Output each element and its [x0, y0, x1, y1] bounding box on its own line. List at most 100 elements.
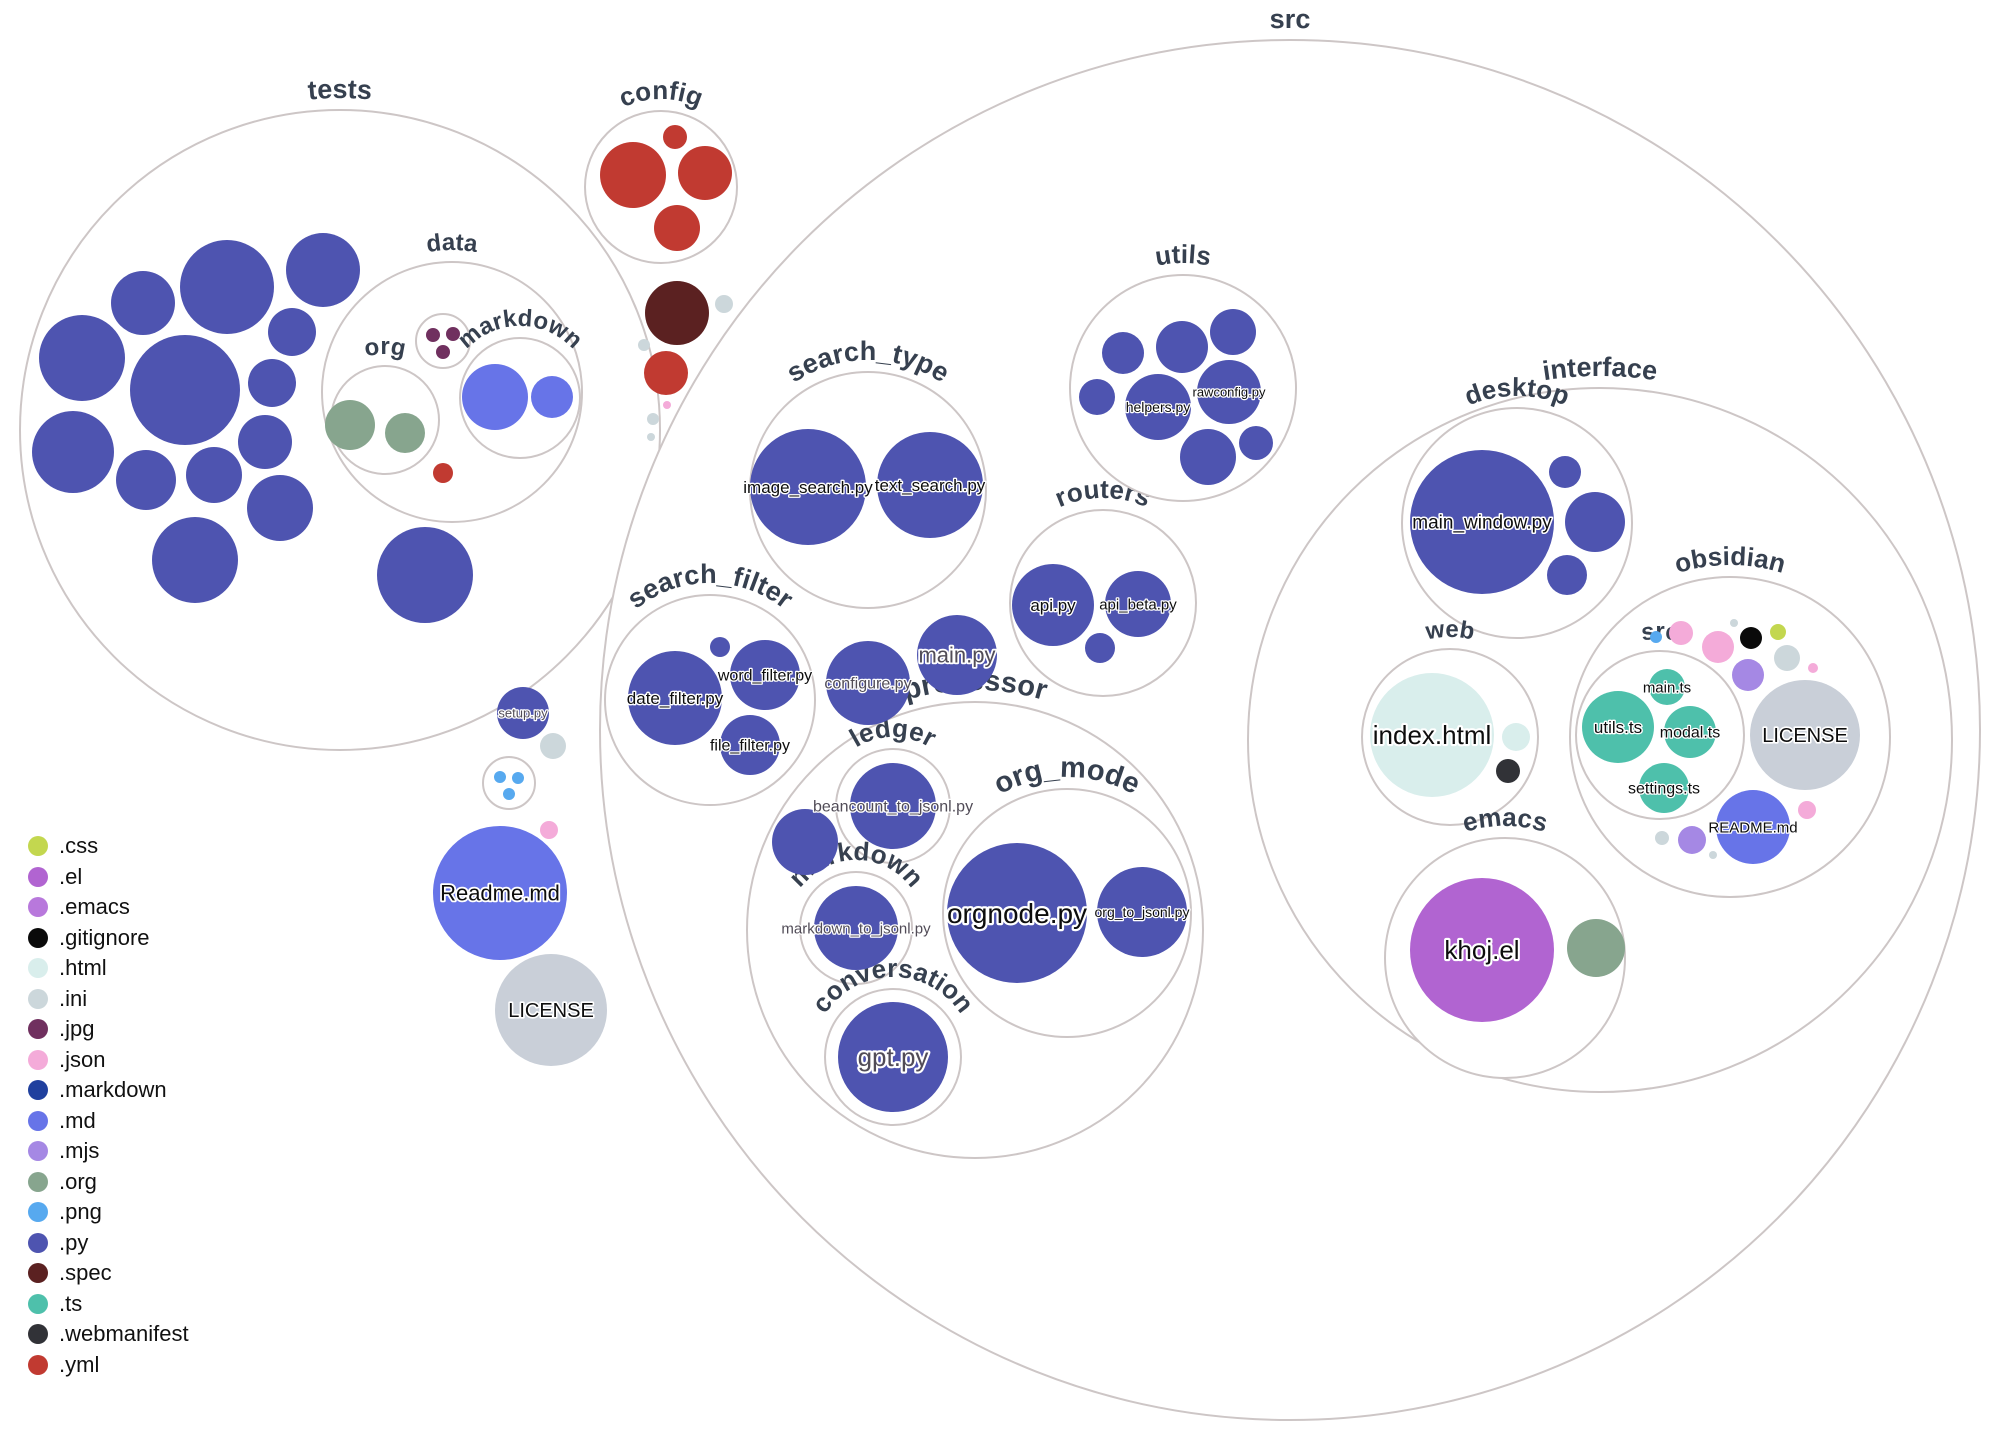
file-circle-api-py[interactable]	[1012, 564, 1094, 646]
file-circle-utils-ts[interactable]	[1582, 691, 1654, 763]
file-circle-index-html[interactable]	[1370, 673, 1494, 797]
file-circle-file-css-80[interactable]	[1770, 624, 1786, 640]
file-circle-file-webmanifest-72[interactable]	[1496, 759, 1520, 783]
file-circle-file-py-59[interactable]	[1239, 426, 1273, 460]
file-circle-file-jpg-31[interactable]	[426, 328, 440, 342]
file-circle-main-py[interactable]	[917, 615, 997, 695]
file-circle-file-py-54[interactable]	[1210, 309, 1256, 355]
file-circle-file-yml-39[interactable]	[678, 146, 732, 200]
file-circle-file-html-71[interactable]	[1502, 723, 1530, 751]
file-circle-file-json-83[interactable]	[1808, 663, 1818, 673]
file-circle-file-ini-81[interactable]	[1774, 645, 1800, 671]
file-circle-org-to-jsonl-py[interactable]	[1097, 867, 1187, 957]
file-circle-file-org-30[interactable]	[385, 413, 425, 453]
file-circle-file-py-27[interactable]	[152, 517, 238, 603]
legend-item-el: .el	[28, 864, 82, 890]
file-circle-helpers-py[interactable]	[1125, 374, 1191, 440]
file-circle-orgnode-py[interactable]	[947, 843, 1087, 983]
file-circle-khoj-el[interactable]	[1410, 878, 1554, 1022]
file-circle-main-window-py[interactable]	[1410, 450, 1554, 594]
file-label-api-py: api.py	[1030, 596, 1076, 615]
file-circle-main-ts[interactable]	[1649, 669, 1685, 705]
file-circle-text-search-py[interactable]	[877, 432, 983, 538]
file-circle-file-ini-6[interactable]	[647, 433, 655, 441]
file-circle-rawconfig-py[interactable]	[1197, 360, 1261, 424]
file-circle-file-mjs-88[interactable]	[1678, 826, 1706, 854]
folder-circle-data-jpg-group[interactable]	[415, 313, 471, 369]
file-circle-file-yml-3[interactable]	[644, 351, 688, 395]
file-circle-file-py-22[interactable]	[238, 415, 292, 469]
file-circle-file-py-25[interactable]	[186, 447, 242, 503]
folder-circle-root-png-group[interactable]	[482, 756, 536, 810]
file-circle-file-py-19[interactable]	[39, 315, 125, 401]
file-circle-file-json-76[interactable]	[1669, 621, 1693, 645]
file-circle-file-json-4[interactable]	[663, 401, 671, 409]
file-circle-readme-md[interactable]	[433, 826, 567, 960]
file-circle-file-yml-37[interactable]	[600, 142, 666, 208]
file-circle-configure-py[interactable]	[826, 641, 910, 725]
file-circle-image-search-py[interactable]	[750, 429, 866, 545]
file-circle-word-filter-py[interactable]	[730, 640, 800, 710]
file-circle-settings-ts[interactable]	[1639, 763, 1689, 813]
file-circle-file-jpg-32[interactable]	[446, 327, 460, 341]
file-circle-file-py-58[interactable]	[1180, 429, 1236, 485]
file-circle-file-yml-38[interactable]	[663, 125, 687, 149]
file-circle-file-py-23[interactable]	[32, 411, 114, 493]
file-circle-file-py-26[interactable]	[247, 475, 313, 541]
file-circle-file-py-68[interactable]	[1565, 492, 1625, 552]
file-circle-setup-py[interactable]	[497, 687, 549, 739]
file-circle-modal-ts[interactable]	[1664, 706, 1716, 758]
file-circle-file-md-34[interactable]	[462, 364, 528, 430]
file-circle-file-ini-87[interactable]	[1655, 831, 1669, 845]
file-circle-file-ini-89[interactable]	[1709, 851, 1717, 859]
file-circle-file-spec-0[interactable]	[645, 281, 709, 345]
file-circle-file-py-20[interactable]	[130, 335, 240, 445]
file-circle-file-gitignore-79[interactable]	[1740, 627, 1762, 649]
file-circle-readme-md[interactable]	[1716, 790, 1790, 864]
file-circle-file-py-15[interactable]	[111, 271, 175, 335]
file-circle-file-py-53[interactable]	[1156, 321, 1208, 373]
file-circle-file-ini-8[interactable]	[540, 733, 566, 759]
file-circle-file-ini-78[interactable]	[1730, 619, 1738, 627]
file-circle-file-png-75[interactable]	[1650, 631, 1662, 643]
file-circle-file-py-69[interactable]	[1547, 555, 1587, 595]
file-circle-file-ini-2[interactable]	[638, 339, 650, 351]
file-circle-file-yml-40[interactable]	[654, 205, 700, 251]
file-circle-file-py-21[interactable]	[248, 359, 296, 407]
file-circle-file-org-29[interactable]	[325, 400, 375, 450]
file-circle-file-ini-1[interactable]	[715, 295, 733, 313]
file-circle-file-py-28[interactable]	[377, 527, 473, 623]
file-circle-file-json-77[interactable]	[1702, 631, 1734, 663]
file-circle-file-py-16[interactable]	[180, 240, 274, 334]
file-circle-file-png-11[interactable]	[503, 788, 515, 800]
file-circle-file-py-60[interactable]	[772, 809, 838, 875]
file-circle-file-py-67[interactable]	[1549, 456, 1581, 488]
file-circle-file-md-35[interactable]	[531, 376, 573, 418]
file-circle-file-py-51[interactable]	[1085, 633, 1115, 663]
file-circle-beancount-to-jsonl-py[interactable]	[850, 763, 936, 849]
file-circle-file-json-86[interactable]	[1798, 801, 1816, 819]
file-circle-file-ini-5[interactable]	[647, 413, 659, 425]
file-circle-file-py-24[interactable]	[116, 450, 176, 510]
file-circle-file-py-17[interactable]	[286, 233, 360, 307]
file-circle-markdown-to-jsonl-py[interactable]	[814, 886, 898, 970]
file-circle-file-png-9[interactable]	[494, 771, 506, 783]
file-circle-file-py-52[interactable]	[1102, 332, 1144, 374]
file-circle-file-py-57[interactable]	[1079, 379, 1115, 415]
file-circle-file-filter-py[interactable]	[720, 715, 780, 775]
folder-circle-routers[interactable]	[1009, 509, 1197, 697]
file-circle-file-json-12[interactable]	[540, 821, 558, 839]
folder-label-tests: tests	[307, 74, 374, 105]
file-circle-file-jpg-33[interactable]	[436, 345, 450, 359]
file-circle-api-beta-py[interactable]	[1105, 571, 1171, 637]
file-circle-file-png-10[interactable]	[512, 772, 524, 784]
file-circle-file-py-48[interactable]	[710, 637, 730, 657]
file-circle-gpt-py[interactable]	[838, 1002, 948, 1112]
file-circle-license[interactable]	[1750, 680, 1860, 790]
file-circle-date-filter-py[interactable]	[628, 651, 722, 745]
file-circle-file-py-18[interactable]	[268, 308, 316, 356]
file-circle-file-yml-36[interactable]	[433, 463, 453, 483]
file-circle-file-org-74[interactable]	[1567, 919, 1625, 977]
file-circle-license[interactable]	[495, 954, 607, 1066]
file-circle-file-mjs-82[interactable]	[1732, 659, 1764, 691]
